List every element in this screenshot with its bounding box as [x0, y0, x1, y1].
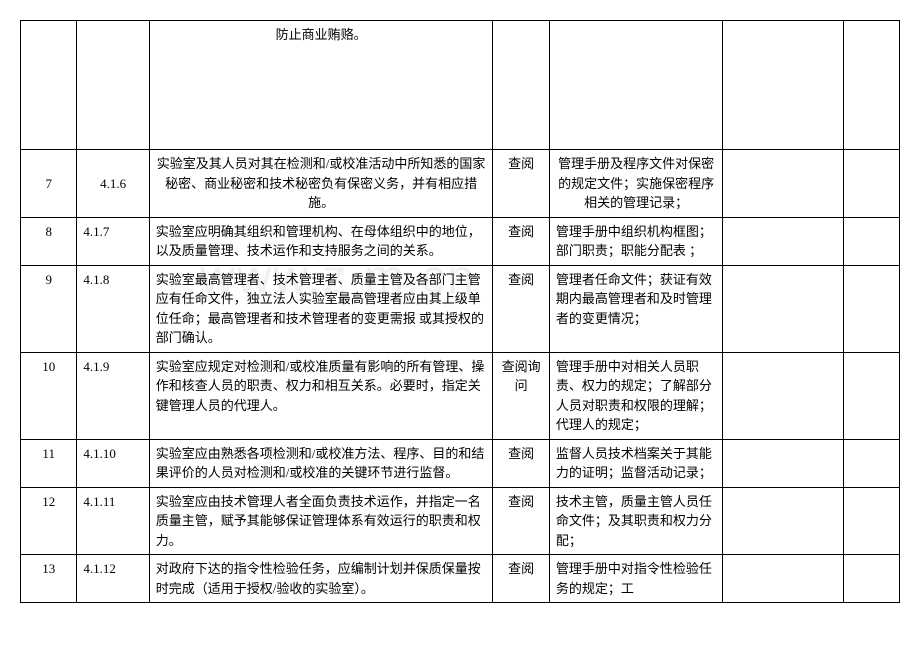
- table-cell: [723, 217, 843, 265]
- table-cell: 查阅: [493, 150, 549, 218]
- table-cell: 11: [21, 439, 77, 487]
- requirements-table: 防止商业贿赂。74.1.6实验室及其人员对其在检测和/或校准活动中所知悉的国家秘…: [20, 20, 900, 603]
- table-row: 防止商业贿赂。: [21, 21, 900, 150]
- table-cell: 防止商业贿赂。: [149, 21, 493, 150]
- table-row: 114.1.10实验室应由熟悉各项检测和/或校准方法、程序、目的和结果评价的人员…: [21, 439, 900, 487]
- table-cell: 实验室应由熟悉各项检测和/或校准方法、程序、目的和结果评价的人员对检测和/或校准…: [149, 439, 493, 487]
- table-row: 104.1.9实验室应规定对检测和/或校准质量有影响的所有管理、操作和核查人员的…: [21, 352, 900, 439]
- table-cell: [843, 150, 899, 218]
- table-cell: 查阅: [493, 487, 549, 555]
- table-cell: [723, 555, 843, 603]
- table-cell: [723, 352, 843, 439]
- table-cell: [723, 21, 843, 150]
- table-cell: [843, 487, 899, 555]
- table-cell: 实验室最高管理者、技术管理者、质量主管及各部门主管应有任命文件，独立法人实验室最…: [149, 265, 493, 352]
- table-cell: [549, 21, 722, 150]
- table-cell: 实验室应明确其组织和管理机构、在母体组织中的地位，以及质量管理、技术运作和支持服…: [149, 217, 493, 265]
- table-cell: 监督人员技术档案关于其能力的证明；监督活动记录；: [549, 439, 722, 487]
- table-cell: 实验室应由技术管理人者全面负责技术运作，并指定一名质量主管，赋予其能够保证管理体…: [149, 487, 493, 555]
- table-cell: 7: [21, 150, 77, 218]
- table-cell: 4.1.8: [77, 265, 149, 352]
- table-cell: [723, 439, 843, 487]
- table-cell: 4.1.11: [77, 487, 149, 555]
- table-cell: [21, 21, 77, 150]
- table-cell: 查阅: [493, 439, 549, 487]
- table-cell: 10: [21, 352, 77, 439]
- table-row: 74.1.6实验室及其人员对其在检测和/或校准活动中所知悉的国家秘密、商业秘密和…: [21, 150, 900, 218]
- table-cell: 管理手册中组织机构框图；部门职责；职能分配表 ；: [549, 217, 722, 265]
- table-cell: 实验室及其人员对其在检测和/或校准活动中所知悉的国家秘密、商业秘密和技术秘密负有…: [149, 150, 493, 218]
- table-cell: 管理手册中对相关人员职责、权力的规定；了解部分人员对职责和权限的理解；代理人的规…: [549, 352, 722, 439]
- table-cell: [843, 21, 899, 150]
- table-cell: [843, 555, 899, 603]
- table-cell: 13: [21, 555, 77, 603]
- table-cell: [723, 150, 843, 218]
- table-cell: 4.1.9: [77, 352, 149, 439]
- table-cell: 8: [21, 217, 77, 265]
- table-cell: 管理手册中对指令性检验任务的规定；工: [549, 555, 722, 603]
- table-cell: 4.1.12: [77, 555, 149, 603]
- table-row: 94.1.8实验室最高管理者、技术管理者、质量主管及各部门主管应有任命文件，独立…: [21, 265, 900, 352]
- table-cell: [77, 21, 149, 150]
- table-cell: [843, 439, 899, 487]
- table-cell: [723, 265, 843, 352]
- table-cell: 查阅: [493, 217, 549, 265]
- table-cell: [843, 352, 899, 439]
- table-cell: [493, 21, 549, 150]
- table-cell: 技术主管，质量主管人员任命文件；及其职责和权力分配；: [549, 487, 722, 555]
- table-cell: [723, 487, 843, 555]
- table-cell: 管理手册及程序文件对保密的规定文件；实施保密程序相关的管理记录；: [549, 150, 722, 218]
- table-cell: 9: [21, 265, 77, 352]
- table-cell: [843, 265, 899, 352]
- table-cell: 管理者任命文件；获证有效期内最高管理者和及时管理者的变更情况；: [549, 265, 722, 352]
- table-cell: 查阅: [493, 555, 549, 603]
- table-cell: [843, 217, 899, 265]
- table-cell: 查阅: [493, 265, 549, 352]
- table-cell: 对政府下达的指令性检验任务，应编制计划并保质保量按时完成（适用于授权/验收的实验…: [149, 555, 493, 603]
- table-cell: 查阅询问: [493, 352, 549, 439]
- table-row: 84.1.7实验室应明确其组织和管理机构、在母体组织中的地位，以及质量管理、技术…: [21, 217, 900, 265]
- table-cell: 12: [21, 487, 77, 555]
- table-cell: 4.1.7: [77, 217, 149, 265]
- table-cell: 4.1.10: [77, 439, 149, 487]
- table-cell: 实验室应规定对检测和/或校准质量有影响的所有管理、操作和核查人员的职责、权力和相…: [149, 352, 493, 439]
- table-row: 124.1.11实验室应由技术管理人者全面负责技术运作，并指定一名质量主管，赋予…: [21, 487, 900, 555]
- table-row: 134.1.12对政府下达的指令性检验任务，应编制计划并保质保量按时完成（适用于…: [21, 555, 900, 603]
- table-cell: 4.1.6: [77, 150, 149, 218]
